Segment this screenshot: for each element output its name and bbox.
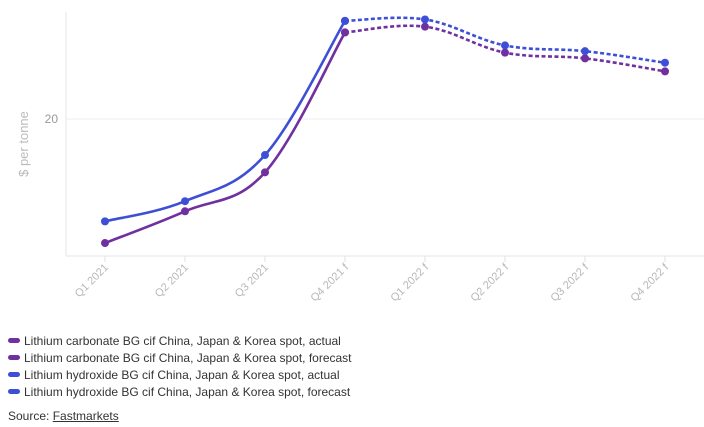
x-tick-label: Q4 2022 f	[628, 261, 671, 304]
legend-item[interactable]: Lithium carbonate BG cif China, Japan & …	[8, 349, 352, 366]
x-tick-label: Q2 2021	[153, 262, 191, 300]
series-lines	[104, 16, 666, 245]
line-chart: 20 $ per tonne Q1 2021 Q2 2021 Q3 2021 Q4 20…	[16, 12, 704, 304]
data-point	[501, 48, 509, 57]
legend-label: Lithium hydroxide BG cif China, Japan & …	[24, 384, 351, 399]
x-tick-label: Q2 2022 f	[468, 261, 511, 304]
legend-swatch	[8, 355, 20, 360]
data-point	[101, 217, 109, 226]
source-note: Source: Fastmarkets	[8, 409, 119, 423]
legend-label: Lithium carbonate BG cif China, Japan & …	[24, 350, 352, 365]
legend-item[interactable]: Lithium hydroxide BG cif China, Japan & …	[8, 383, 352, 400]
legend: Lithium carbonate BG cif China, Japan & …	[8, 332, 352, 400]
data-point	[261, 168, 269, 177]
data-point	[181, 207, 189, 216]
data-point	[661, 58, 669, 67]
legend-label: Lithium carbonate BG cif China, Japan & …	[24, 333, 341, 348]
data-point	[421, 15, 429, 24]
x-tick-label: Q1 2022 f	[388, 261, 431, 304]
legend-swatch	[8, 372, 20, 377]
series-line-2	[104, 20, 347, 223]
source-link[interactable]: Fastmarkets	[52, 409, 119, 423]
data-point	[101, 239, 109, 248]
legend-swatch	[8, 338, 20, 343]
data-point	[341, 28, 349, 37]
legend-item[interactable]: Lithium carbonate BG cif China, Japan & …	[8, 332, 352, 349]
data-point	[581, 54, 589, 63]
data-point	[261, 151, 269, 160]
source-label: Source:	[8, 409, 53, 423]
x-tick-label: Q4 2021 f	[308, 261, 351, 304]
data-point	[421, 22, 429, 31]
legend-label: Lithium hydroxide BG cif China, Japan & …	[24, 367, 340, 382]
axes: 20 $ per tonne	[16, 12, 704, 262]
data-point	[341, 16, 349, 25]
y-tick-label: 20	[45, 112, 59, 126]
x-tick-label: Q3 2022 f	[548, 261, 591, 304]
x-tick-label: Q1 2021	[73, 262, 111, 300]
x-tick-label: Q3 2021	[233, 262, 271, 300]
data-point	[181, 197, 189, 206]
legend-swatch	[8, 389, 20, 394]
data-point	[661, 67, 669, 76]
data-point	[581, 47, 589, 56]
y-axis-title: $ per tonne	[16, 111, 31, 177]
legend-item[interactable]: Lithium hydroxide BG cif China, Japan & …	[8, 366, 352, 383]
data-points	[101, 15, 669, 248]
data-point	[501, 41, 509, 50]
series-line-0	[104, 31, 347, 245]
x-tick-labels: Q1 2021 Q2 2021 Q3 2021 Q4 2021 f Q1 2022 f Q…	[73, 261, 672, 304]
